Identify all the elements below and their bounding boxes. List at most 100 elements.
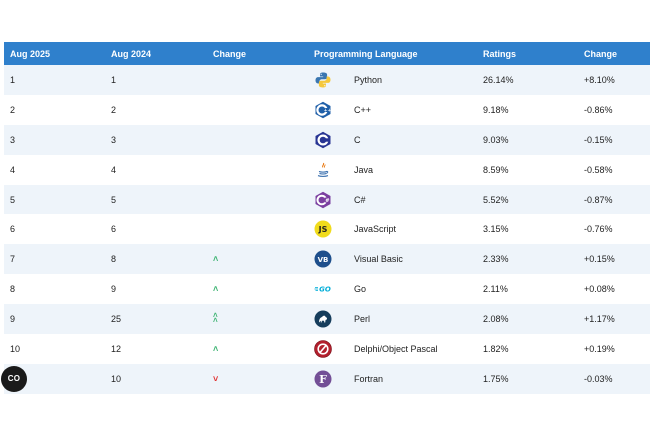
rank-aug-2025: 8 — [10, 284, 16, 295]
rating-change: -0.58% — [584, 164, 613, 175]
language-logo-cell: F — [308, 364, 348, 394]
visual-basic-logo-icon: VB — [314, 250, 332, 268]
svg-text:GO: GO — [319, 286, 331, 294]
rank-change-cell — [207, 155, 308, 185]
rating-value: 8.59% — [483, 164, 509, 175]
language-logo-cell — [308, 304, 348, 334]
rating-change: +8.10% — [584, 74, 615, 85]
go-logo-icon: GO — [314, 280, 332, 298]
language-logo-cell: JS — [308, 214, 348, 244]
rating-value: 1.75% — [483, 373, 509, 384]
language-name: C — [354, 134, 361, 145]
rank-change-cell: ˅ — [207, 364, 308, 394]
table-row: 1 1 Python 26.14% +8.10% — [4, 65, 650, 95]
rank-change-cell: ˄ ˄ — [207, 304, 308, 334]
rank-aug-2024: 10 — [111, 373, 122, 384]
javascript-logo-icon: JS — [314, 220, 332, 238]
table-row: 9 25 ˄ ˄ Perl 2.08% +1.17% — [4, 304, 650, 335]
rank-aug-2025: 6 — [10, 224, 16, 235]
table-row: 10 ˅ F Fortran 1.75% -0.03% — [4, 363, 650, 394]
language-logo-cell — [308, 334, 348, 364]
rank-aug-2025: 3 — [10, 134, 16, 145]
rating-change: -0.03% — [584, 373, 613, 384]
java-logo-icon — [314, 161, 332, 179]
trend-up-icon: ˄ — [213, 284, 219, 295]
header-programming-language: Programming Language — [314, 48, 418, 59]
table-row: 4 4 Java 8.59% -0.58% — [4, 154, 650, 185]
rank-change-cell — [207, 125, 308, 155]
header-aug-2024: Aug 2024 — [111, 48, 152, 59]
trend-up-icon: ˄ — [213, 254, 219, 265]
rating-change: +0.19% — [584, 343, 615, 354]
rank-aug-2024: 9 — [111, 284, 117, 295]
python-logo-icon — [314, 71, 332, 89]
language-logo-cell: GO — [308, 274, 348, 304]
table-row: 10 12 ˄ Delphi/Object Pascal 1.82% +0.19% — [4, 334, 650, 364]
cc-button[interactable]: CO — [1, 366, 27, 392]
rating-value: 2.33% — [483, 254, 509, 265]
delphi-logo-icon — [314, 340, 332, 358]
table-row: 5 5 # C# 5.52% -0.87% — [4, 184, 650, 215]
language-logo-cell: # — [308, 185, 348, 215]
rank-aug-2025: 2 — [10, 104, 16, 115]
svg-text:JS: JS — [318, 226, 328, 235]
rank-change-cell — [207, 65, 308, 95]
table-row: 6 6 JS JavaScript 3.15% -0.76% — [4, 214, 650, 245]
rating-change: +0.08% — [584, 284, 615, 295]
rating-value: 9.03% — [483, 134, 509, 145]
language-name: Delphi/Object Pascal — [354, 343, 438, 354]
csharp-logo-icon: # — [314, 191, 332, 209]
language-logo-cell — [308, 125, 348, 155]
rank-aug-2024: 5 — [111, 194, 117, 205]
svg-text:#: # — [325, 198, 329, 204]
rating-value: 26.14% — [483, 74, 514, 85]
rank-aug-2025: 5 — [10, 194, 16, 205]
header-ratings: Ratings — [483, 48, 517, 59]
rank-aug-2024: 4 — [111, 164, 117, 175]
language-name: Perl — [354, 314, 371, 325]
language-name: JavaScript — [354, 224, 397, 235]
language-name: Go — [354, 284, 367, 295]
rank-change-cell — [207, 95, 308, 125]
language-logo-cell: VB — [308, 244, 348, 274]
language-name: C++ — [354, 104, 372, 115]
rank-aug-2025: 1 — [10, 74, 16, 85]
language-name: Java — [354, 164, 374, 175]
rating-value: 9.18% — [483, 104, 509, 115]
cpp-logo-icon: ++ — [314, 101, 332, 119]
header-aug-2025: Aug 2025 — [10, 48, 51, 59]
rank-aug-2024: 3 — [111, 134, 117, 145]
language-logo-cell — [308, 155, 348, 185]
header-change-position: Change — [213, 48, 247, 59]
rating-value: 5.52% — [483, 194, 509, 205]
svg-text:F: F — [319, 373, 327, 386]
c-logo-icon — [314, 131, 332, 149]
rank-change-cell: ˄ — [207, 334, 308, 364]
rank-change-cell: ˄ — [207, 274, 308, 304]
rating-change: +1.17% — [584, 314, 615, 325]
table-header-row: Aug 2025 Aug 2024 Change Programming Lan… — [4, 42, 650, 65]
rating-change: -0.76% — [584, 224, 613, 235]
rank-aug-2024: 2 — [111, 104, 117, 115]
language-name: Fortran — [354, 373, 384, 384]
tiobe-ranking-table: Aug 2025 Aug 2024 Change Programming Lan… — [4, 42, 650, 394]
language-logo-cell: ++ — [308, 95, 348, 125]
rank-aug-2025: 9 — [10, 314, 16, 325]
trend-up-icon: ˄ — [213, 343, 219, 354]
rating-change: -0.86% — [584, 104, 613, 115]
language-name: Python — [354, 74, 383, 85]
table-row: 7 8 ˄ VB Visual Basic 2.33% +0.15% — [4, 244, 650, 275]
trend-down-icon: ˅ — [213, 373, 219, 384]
rating-value: 3.15% — [483, 224, 509, 235]
rank-change-cell — [207, 214, 308, 244]
rating-change: -0.87% — [584, 194, 613, 205]
header-change-rating: Change — [584, 48, 618, 59]
fortran-logo-icon: F — [314, 370, 332, 388]
rank-aug-2024: 12 — [111, 343, 122, 354]
svg-text:++: ++ — [324, 107, 332, 113]
rank-aug-2025: 7 — [10, 254, 16, 265]
rank-aug-2024: 8 — [111, 254, 117, 265]
rank-aug-2024: 25 — [111, 314, 122, 325]
rank-aug-2025: 10 — [10, 343, 21, 354]
